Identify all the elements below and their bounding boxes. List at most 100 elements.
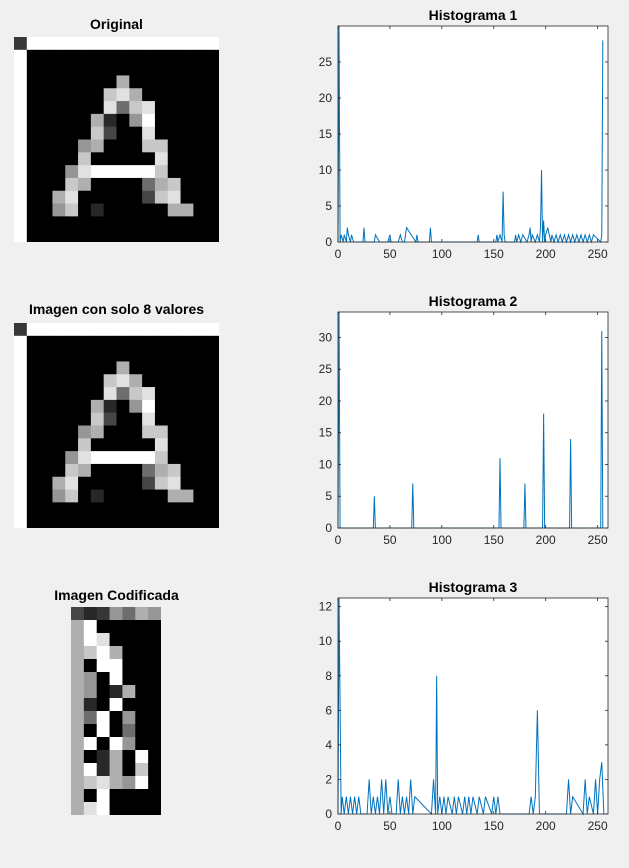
pixel <box>26 216 41 230</box>
pixel <box>96 607 111 621</box>
pixel <box>180 374 194 388</box>
pixel <box>78 139 92 153</box>
pixel <box>116 126 130 140</box>
pixel <box>167 387 182 401</box>
pixel <box>167 489 182 503</box>
pixel <box>78 361 92 375</box>
pixel <box>206 216 219 230</box>
pixel <box>71 711 85 725</box>
pixel <box>90 335 105 350</box>
pixel <box>206 229 219 242</box>
pixel <box>78 101 92 115</box>
pixel <box>65 489 79 503</box>
pixel <box>78 502 92 516</box>
pixel <box>39 323 53 337</box>
pixel <box>78 190 92 205</box>
pixel <box>180 515 194 528</box>
pixel <box>65 37 79 51</box>
pixel <box>14 177 28 192</box>
pixel <box>116 476 130 491</box>
pixel <box>154 438 169 452</box>
pixel <box>52 126 66 140</box>
pixel <box>109 776 123 790</box>
pixel <box>206 203 219 217</box>
pixel <box>116 438 130 452</box>
pixel <box>135 620 149 634</box>
pixel <box>122 763 136 777</box>
plot-area <box>338 312 608 528</box>
pixel <box>193 451 207 465</box>
pixel <box>206 49 219 64</box>
pixel <box>90 399 105 414</box>
pixel <box>103 463 117 478</box>
pixel <box>129 515 143 528</box>
pixel <box>71 763 85 777</box>
pixel <box>26 113 41 128</box>
pixel <box>148 750 161 764</box>
pixel <box>122 802 136 815</box>
pixel <box>14 476 28 491</box>
pixel <box>90 489 105 503</box>
pixel <box>142 438 156 452</box>
pixel <box>116 177 130 192</box>
pixel <box>39 190 53 205</box>
pixel <box>26 515 41 528</box>
pixel <box>206 323 219 337</box>
pixel <box>167 37 182 51</box>
pixel <box>116 203 130 217</box>
pixel <box>39 62 53 76</box>
pixel <box>167 502 182 516</box>
pixel <box>14 88 28 102</box>
pixel <box>71 737 85 751</box>
pixel <box>180 502 194 516</box>
pixel <box>52 361 66 375</box>
pixel <box>90 75 105 89</box>
pixel <box>65 335 79 350</box>
pixel <box>135 789 149 803</box>
pixel <box>193 139 207 153</box>
pixel <box>52 438 66 452</box>
pixel <box>109 685 123 699</box>
pixel <box>26 412 41 426</box>
pixel <box>52 229 66 242</box>
pixel <box>65 126 79 140</box>
pixel <box>154 502 169 516</box>
pixel <box>71 698 85 712</box>
pixel <box>206 489 219 503</box>
pixel <box>116 229 130 242</box>
pixel <box>167 335 182 350</box>
pixel <box>154 335 169 350</box>
pixel <box>129 438 143 452</box>
pixel <box>90 425 105 439</box>
pixel <box>154 476 169 491</box>
pixel <box>103 335 117 350</box>
pixel <box>52 75 66 89</box>
pixel <box>129 323 143 337</box>
pixel <box>26 463 41 478</box>
pixel <box>109 763 123 777</box>
pixel <box>116 387 130 401</box>
pixel <box>90 139 105 153</box>
pixel <box>193 203 207 217</box>
pixel <box>193 374 207 388</box>
pixel <box>142 476 156 491</box>
pixel <box>26 165 41 179</box>
pixel <box>90 126 105 140</box>
pixel <box>193 489 207 503</box>
pixel <box>206 126 219 140</box>
pixel <box>83 802 98 815</box>
pixel <box>142 101 156 115</box>
pixel <box>129 126 143 140</box>
pixel <box>167 361 182 375</box>
pixel <box>78 152 92 166</box>
pixel <box>154 101 169 115</box>
pixel <box>122 659 136 673</box>
pixel <box>206 374 219 388</box>
pixel <box>90 216 105 230</box>
pixel <box>26 451 41 465</box>
encoded-image-canvas <box>71 607 161 815</box>
pixel <box>90 515 105 528</box>
pixel <box>180 399 194 414</box>
pixel <box>148 737 161 751</box>
pixel <box>142 190 156 205</box>
